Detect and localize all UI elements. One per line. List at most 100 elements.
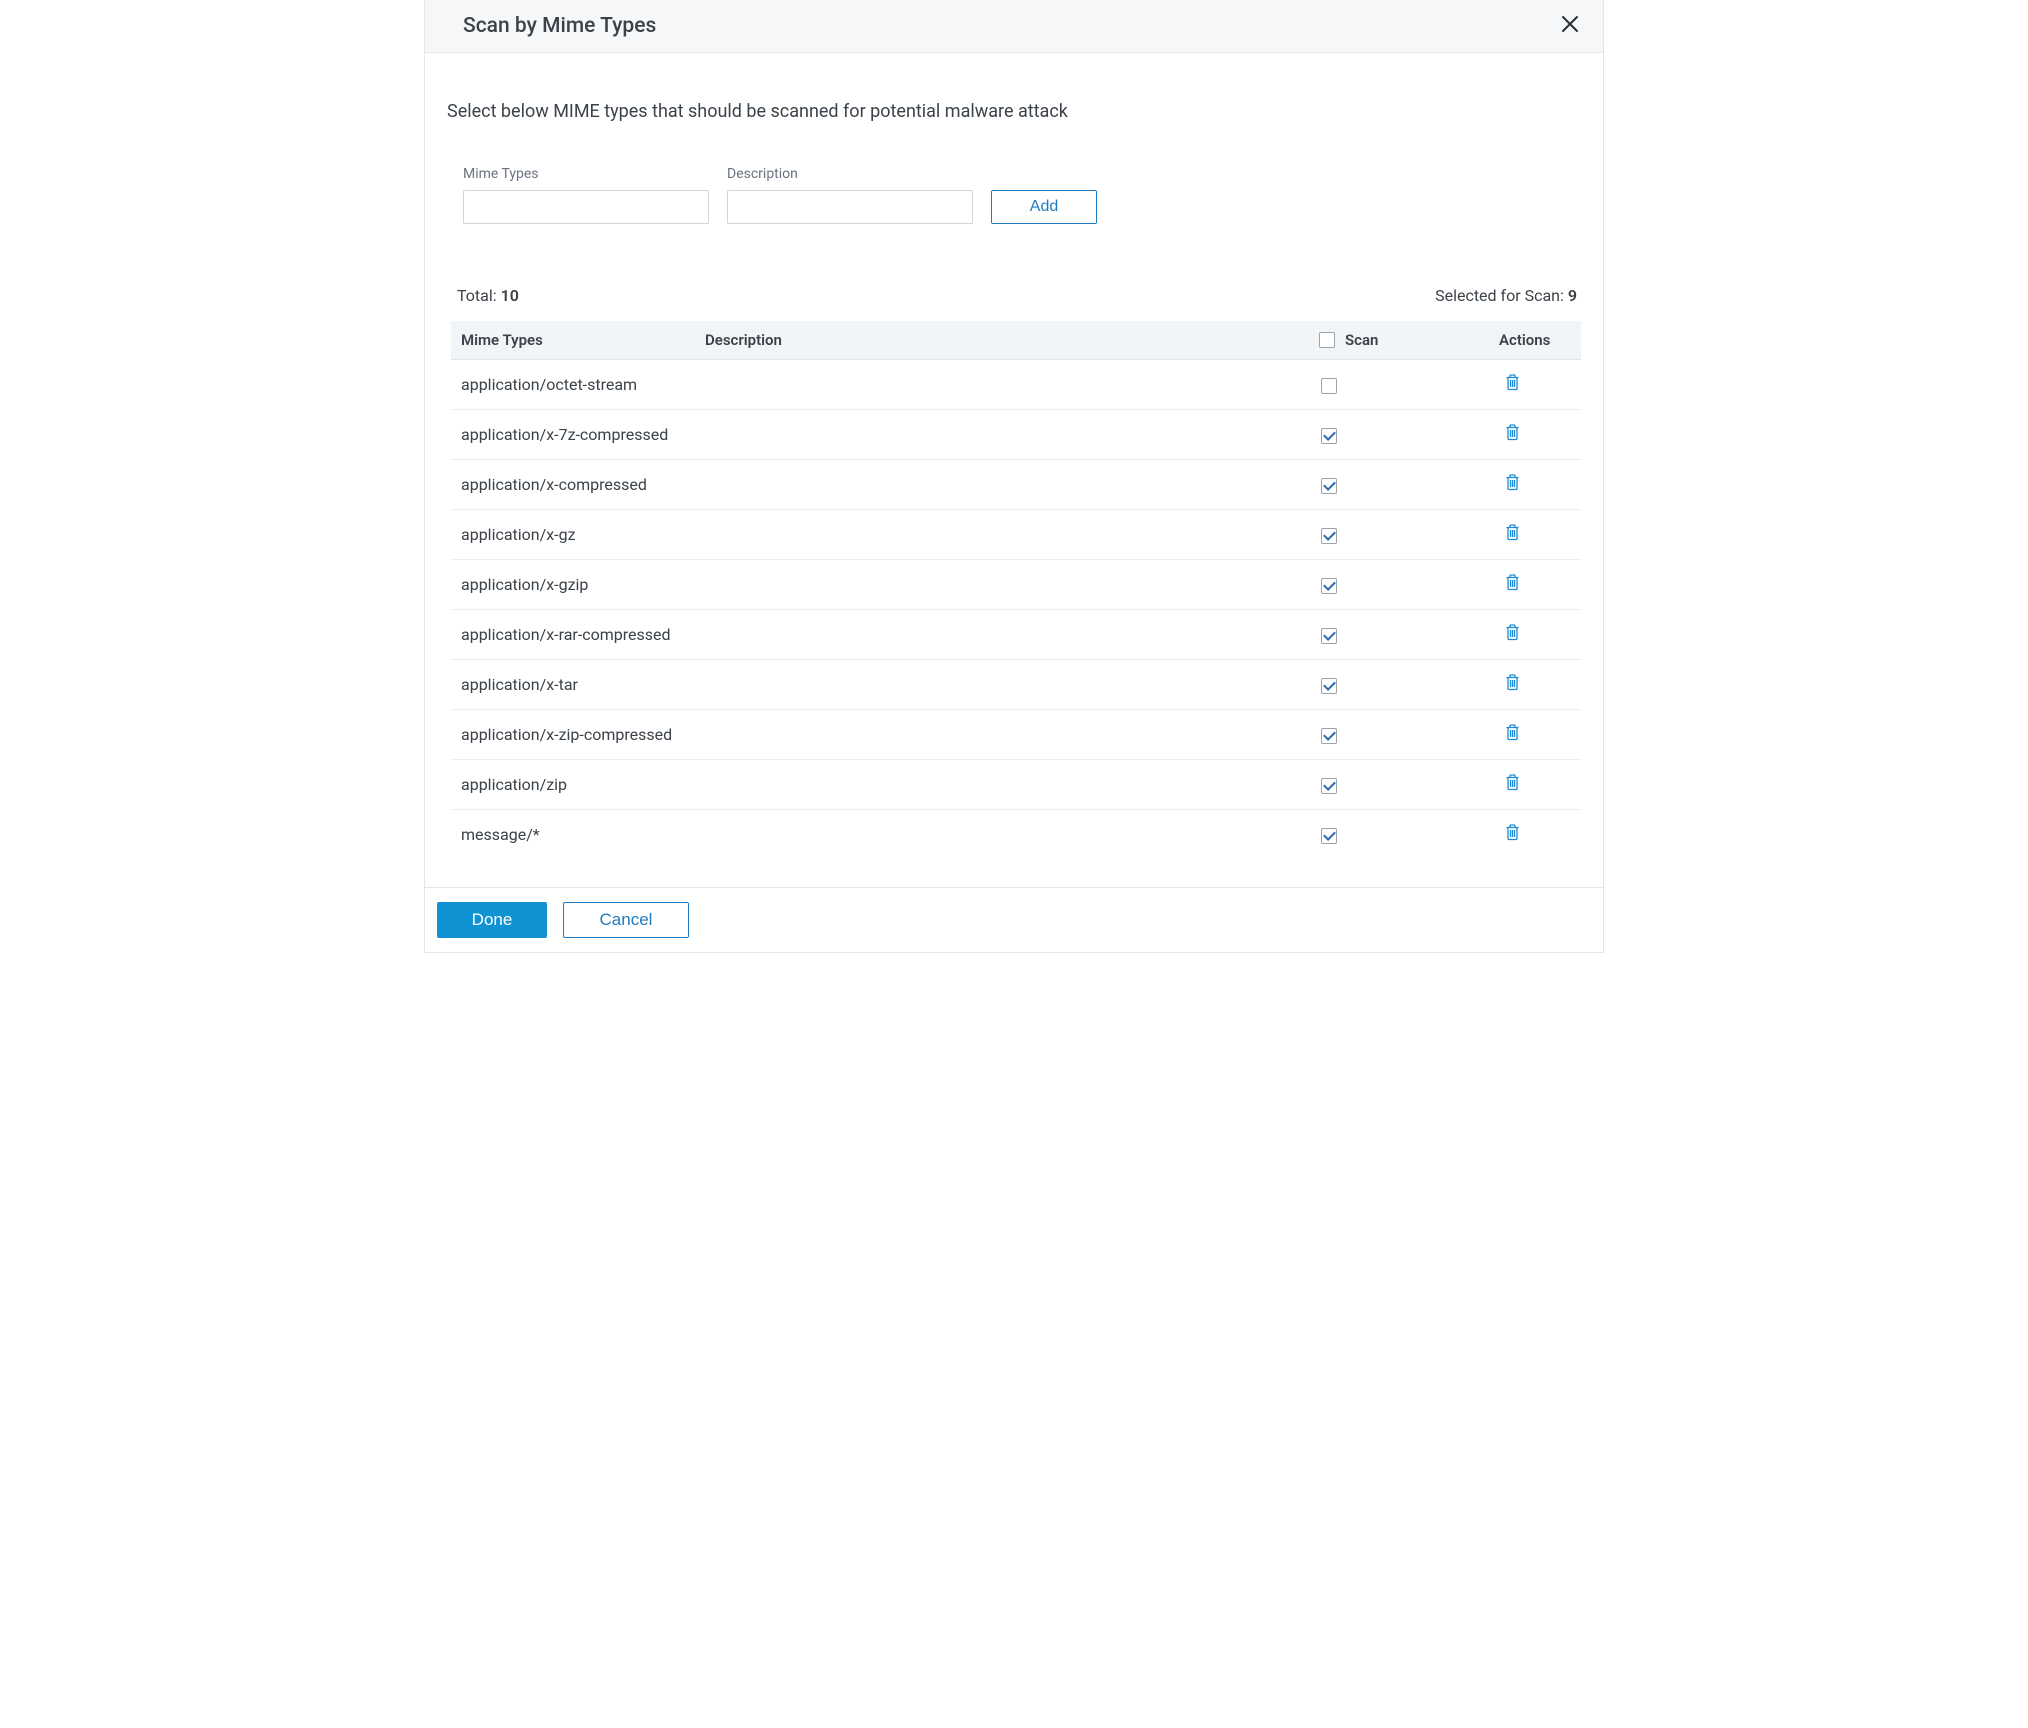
scan-checkbox[interactable] — [1321, 478, 1337, 494]
dialog-title: Scan by Mime Types — [463, 14, 656, 38]
cell-scan — [1309, 760, 1489, 810]
description-input[interactable] — [727, 190, 973, 224]
scan-checkbox[interactable] — [1321, 528, 1337, 544]
scan-checkbox[interactable] — [1321, 828, 1337, 844]
cell-actions — [1489, 760, 1581, 810]
close-button[interactable] — [1561, 15, 1579, 37]
counts-row: Total: 10 Selected for Scan: 9 — [425, 224, 1603, 321]
done-button[interactable]: Done — [437, 902, 547, 938]
cell-actions — [1489, 810, 1581, 860]
scan-checkbox[interactable] — [1321, 378, 1337, 394]
cell-mime: application/x-7z-compressed — [451, 410, 695, 460]
cell-actions — [1489, 610, 1581, 660]
cell-description — [695, 660, 1309, 710]
column-actions: Actions — [1489, 321, 1581, 360]
cell-description — [695, 760, 1309, 810]
delete-icon[interactable] — [1505, 674, 1521, 692]
table-row: application/x-zip-compressed — [451, 710, 1581, 760]
cell-scan — [1309, 510, 1489, 560]
cell-mime: application/octet-stream — [451, 360, 695, 410]
cell-mime: application/zip — [451, 760, 695, 810]
delete-icon[interactable] — [1505, 774, 1521, 792]
selected-value: 9 — [1568, 286, 1577, 305]
cell-actions — [1489, 460, 1581, 510]
delete-icon[interactable] — [1505, 624, 1521, 642]
cell-scan — [1309, 460, 1489, 510]
cell-actions — [1489, 560, 1581, 610]
cell-mime: application/x-rar-compressed — [451, 610, 695, 660]
scan-checkbox[interactable] — [1321, 628, 1337, 644]
table-row: application/x-7z-compressed — [451, 410, 1581, 460]
table-row: application/zip — [451, 760, 1581, 810]
delete-icon[interactable] — [1505, 474, 1521, 492]
description-group: Description — [727, 166, 973, 224]
cell-mime: message/* — [451, 810, 695, 860]
cell-description — [695, 560, 1309, 610]
cell-description — [695, 710, 1309, 760]
cell-scan — [1309, 710, 1489, 760]
scan-checkbox[interactable] — [1321, 778, 1337, 794]
cell-mime: application/x-compressed — [451, 460, 695, 510]
cell-scan — [1309, 810, 1489, 860]
cell-scan — [1309, 660, 1489, 710]
cell-description — [695, 410, 1309, 460]
selected-count: Selected for Scan: 9 — [1435, 286, 1577, 305]
add-button[interactable]: Add — [991, 190, 1097, 224]
table-row: application/x-tar — [451, 660, 1581, 710]
table-row: message/* — [451, 810, 1581, 860]
table-row: application/x-gzip — [451, 560, 1581, 610]
delete-icon[interactable] — [1505, 424, 1521, 442]
delete-icon[interactable] — [1505, 724, 1521, 742]
cell-description — [695, 510, 1309, 560]
select-all-checkbox[interactable] — [1319, 332, 1335, 348]
cell-mime: application/x-tar — [451, 660, 695, 710]
column-mime[interactable]: Mime Types — [451, 321, 695, 360]
scan-checkbox[interactable] — [1321, 578, 1337, 594]
form-row: Mime Types Description Add — [425, 122, 1603, 224]
table-container: Mime Types Description Scan Actions appl… — [425, 321, 1603, 859]
cell-scan — [1309, 560, 1489, 610]
column-scan-label: Scan — [1345, 331, 1378, 349]
delete-icon[interactable] — [1505, 824, 1521, 842]
scan-checkbox[interactable] — [1321, 428, 1337, 444]
cell-mime: application/x-gz — [451, 510, 695, 560]
scan-checkbox[interactable] — [1321, 678, 1337, 694]
description-label: Description — [727, 166, 973, 182]
delete-icon[interactable] — [1505, 374, 1521, 392]
cell-actions — [1489, 360, 1581, 410]
dialog-body: Select below MIME types that should be s… — [425, 53, 1603, 859]
total-value: 10 — [501, 286, 519, 305]
cell-description — [695, 460, 1309, 510]
cell-description — [695, 360, 1309, 410]
dialog: Scan by Mime Types Select below MIME typ… — [424, 0, 1604, 953]
cell-actions — [1489, 710, 1581, 760]
mime-types-input[interactable] — [463, 190, 709, 224]
delete-icon[interactable] — [1505, 524, 1521, 542]
cell-scan — [1309, 360, 1489, 410]
mime-types-label: Mime Types — [463, 166, 709, 182]
table-row: application/x-gz — [451, 510, 1581, 560]
column-description[interactable]: Description — [695, 321, 1309, 360]
close-icon — [1561, 15, 1579, 33]
intro-text: Select below MIME types that should be s… — [425, 73, 1603, 122]
table-row: application/octet-stream — [451, 360, 1581, 410]
table-row: application/x-compressed — [451, 460, 1581, 510]
total-label: Total: — [457, 286, 501, 305]
total-count: Total: 10 — [457, 286, 519, 305]
cell-actions — [1489, 510, 1581, 560]
mime-types-group: Mime Types — [463, 166, 709, 224]
cell-actions — [1489, 410, 1581, 460]
cell-mime: application/x-zip-compressed — [451, 710, 695, 760]
cell-description — [695, 810, 1309, 860]
cell-actions — [1489, 660, 1581, 710]
cell-mime: application/x-gzip — [451, 560, 695, 610]
scan-checkbox[interactable] — [1321, 728, 1337, 744]
mime-types-table: Mime Types Description Scan Actions appl… — [451, 321, 1581, 859]
column-scan[interactable]: Scan — [1309, 321, 1489, 360]
dialog-header: Scan by Mime Types — [425, 0, 1603, 53]
cancel-button[interactable]: Cancel — [563, 902, 689, 938]
cell-scan — [1309, 410, 1489, 460]
table-row: application/x-rar-compressed — [451, 610, 1581, 660]
cell-scan — [1309, 610, 1489, 660]
delete-icon[interactable] — [1505, 574, 1521, 592]
